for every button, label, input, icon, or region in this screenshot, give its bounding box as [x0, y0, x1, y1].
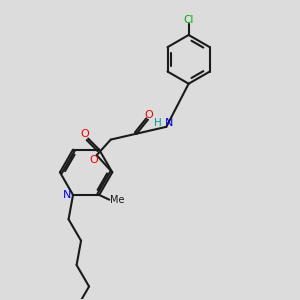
Text: O: O: [81, 129, 90, 139]
Text: H: H: [154, 118, 162, 128]
Text: N: N: [63, 190, 71, 200]
Text: Me: Me: [110, 195, 124, 205]
Text: N: N: [164, 118, 173, 128]
Text: O: O: [90, 155, 98, 165]
Text: O: O: [144, 110, 153, 120]
Text: Cl: Cl: [184, 15, 194, 25]
